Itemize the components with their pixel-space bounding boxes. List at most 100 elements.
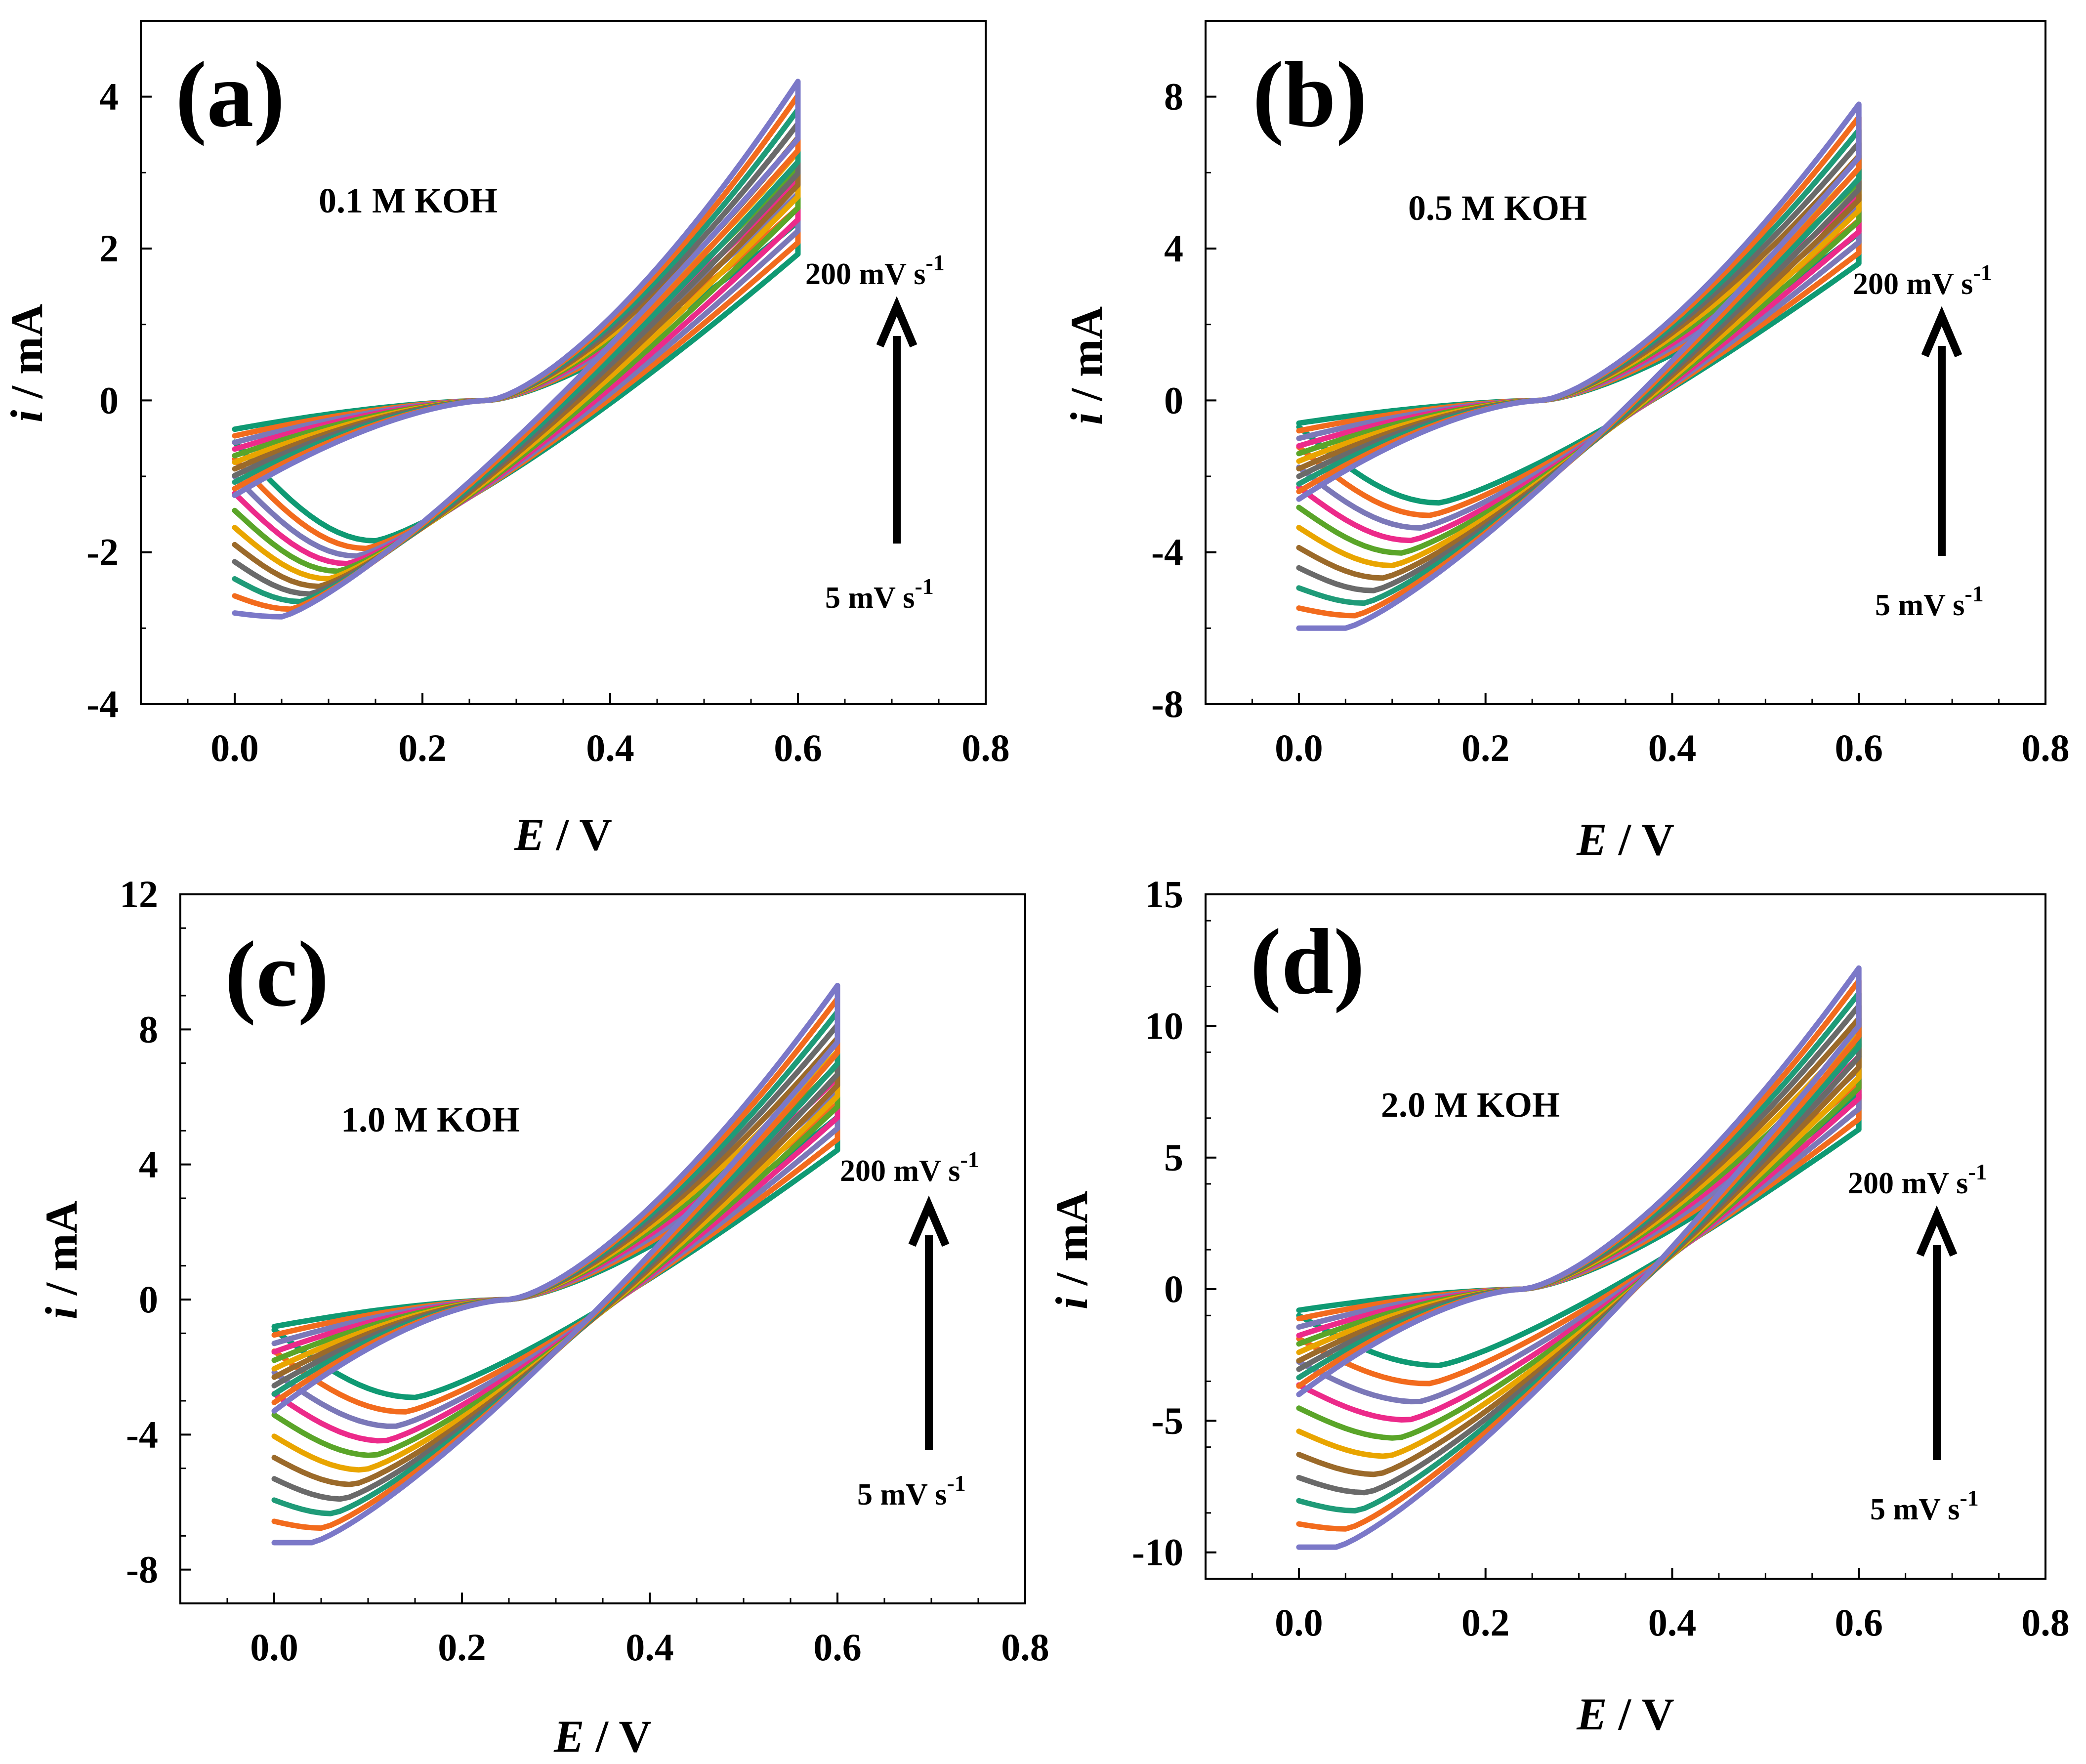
x-tick-label: 0.6 [1835, 726, 1883, 769]
scan-rate-arrow-head [1921, 306, 1962, 358]
panel-d: 0.0 0.2 0.4 0.6 0.8 -10 -5 0 5 10 15 E / V i / mA (d)… [1046, 873, 2070, 1739]
y-axis-title: i / mA [1, 304, 52, 422]
x-tick-label: 0.2 [1461, 726, 1510, 769]
y-tick-label: 10 [1145, 1004, 1183, 1047]
scan-rate-high-exp: -1 [925, 250, 944, 275]
scan-rate-high: 200 mV s-1 [1853, 260, 1992, 301]
scan-rate-high-text: 200 mV s [840, 1154, 960, 1188]
y-tick-label: -5 [1151, 1399, 1183, 1442]
scan-rate-high: 200 mV s-1 [840, 1147, 979, 1188]
scan-rate-low-exp: -1 [947, 1470, 965, 1496]
cv-curve-10 [271, 996, 840, 1531]
scan-rate-high-exp: -1 [1973, 260, 1992, 285]
scan-rate-low-text: 5 mV s [857, 1478, 947, 1512]
y-tick-label: 0 [1164, 1267, 1183, 1310]
x-tick-label: 0.6 [813, 1626, 862, 1669]
x-axis-title: E / V [1576, 814, 1674, 865]
panel-letter: (c) [225, 923, 329, 1026]
y-tick-label: 4 [1164, 227, 1183, 270]
x-axis-title: E / V [514, 809, 612, 860]
x-axis-unit: / V [1607, 1689, 1674, 1739]
x-axis-title: E / V [1576, 1689, 1674, 1739]
x-axis-unit: / V [545, 809, 612, 860]
y-tick-label: -4 [1151, 531, 1183, 574]
y-axis-symbol: i [1046, 1297, 1097, 1309]
scan-rate-low: 5 mV s-1 [857, 1470, 966, 1512]
y-axis-symbol: i [36, 1306, 86, 1319]
x-axis-title: E / V [553, 1711, 652, 1762]
x-tick-label: 0.0 [250, 1626, 298, 1669]
y-axis-symbol: i [1, 410, 52, 422]
y-axis-symbol: i [1061, 412, 1112, 425]
x-tick-label: 0.0 [1275, 1601, 1323, 1644]
x-tick-label: 0.4 [586, 726, 634, 769]
cv-curve-11 [1296, 965, 1862, 1550]
panel-letter: (d) [1250, 910, 1365, 1014]
y-axis-title: i / mA [1061, 306, 1112, 425]
scan-rate-high-exp: -1 [1968, 1159, 1987, 1184]
x-axis-symbol: E [553, 1711, 584, 1762]
x-tick-label: 0.2 [438, 1626, 486, 1669]
scan-rate-high: 200 mV s-1 [1848, 1159, 1987, 1200]
x-axis-symbol: E [514, 809, 544, 860]
x-tick-label: 0.2 [398, 726, 447, 769]
scan-rate-high-exp: -1 [960, 1147, 979, 1172]
y-tick-label: 5 [1164, 1136, 1183, 1179]
x-tick-label: 0.8 [1001, 1626, 1049, 1669]
y-tick-label: 8 [139, 1008, 158, 1050]
scan-rate-low: 5 mV s-1 [1875, 581, 1984, 622]
panel-letter: (a) [175, 43, 285, 147]
y-tick-label: -10 [1132, 1531, 1183, 1574]
electrolyte-label: 1.0 M KOH [341, 1100, 520, 1139]
electrolyte-label: 2.0 M KOH [1381, 1085, 1560, 1125]
electrolyte-label: 0.5 M KOH [1408, 188, 1587, 228]
scan-rate-low: 5 mV s-1 [825, 574, 934, 615]
x-tick-label: 0.6 [774, 726, 822, 769]
cv-curve-9 [1296, 990, 1862, 1513]
panel-a: 0.0 0.2 0.4 0.6 0.8 -4 -2 0 2 4 E / V i / mA (a) 0.1 … [1, 20, 1010, 860]
x-axis-symbol: E [1576, 814, 1607, 865]
y-tick-label: 8 [1164, 75, 1183, 118]
y-tick-label: 15 [1145, 873, 1183, 916]
y-tick-label: 12 [120, 873, 158, 916]
y-tick-label: -8 [126, 1548, 158, 1591]
x-tick-label: 0.4 [626, 1626, 674, 1669]
cv-curve-3 [232, 191, 801, 559]
x-tick-label: 0.2 [1461, 1601, 1510, 1644]
x-tick-label: 0.0 [210, 726, 259, 769]
panel-b: 0.0 0.2 0.4 0.6 0.8 -8 -4 0 4 8 E / V i / mA (b) 0.5 … [1061, 20, 2070, 865]
x-tick-label: 0.8 [2021, 726, 2070, 769]
y-tick-label: 0 [139, 1278, 158, 1321]
panel-letter: (b) [1252, 43, 1367, 147]
electrolyte-label: 0.1 M KOH [319, 181, 498, 220]
scan-rate-high-text: 200 mV s [1848, 1167, 1968, 1200]
y-tick-label: 0 [99, 378, 119, 421]
x-axis-unit: / V [584, 1711, 652, 1762]
x-tick-label: 0.8 [961, 726, 1010, 769]
scan-rate-low-exp: -1 [1960, 1485, 1978, 1511]
y-axis-unit: / mA [36, 1201, 86, 1307]
scan-rate-high-text: 200 mV s [805, 257, 925, 291]
x-axis-unit: / V [1607, 814, 1674, 865]
scan-rate-low-text: 5 mV s [1875, 588, 1964, 622]
y-tick-label: 0 [1164, 378, 1183, 421]
y-tick-label: 4 [99, 75, 119, 118]
scan-rate-low-text: 5 mV s [825, 581, 915, 615]
scan-rate-arrow-head [1916, 1205, 1958, 1257]
scan-rate-low-exp: -1 [915, 574, 933, 599]
scan-rate-low-text: 5 mV s [1870, 1493, 1960, 1526]
cv-curve-11 [232, 79, 801, 620]
x-tick-label: 0.4 [1648, 726, 1697, 769]
y-axis-title: i / mA [36, 1201, 86, 1319]
y-tick-label: 4 [139, 1143, 158, 1186]
y-tick-label: -4 [86, 682, 119, 725]
scan-rate-arrow-head [908, 1195, 950, 1247]
x-tick-label: 0.4 [1648, 1601, 1697, 1644]
panel-c: 0.0 0.2 0.4 0.6 0.8 -8 -4 0 4 8 12 E / V i / mA (c) 1.… [36, 873, 1049, 1762]
y-axis-unit: / mA [1, 304, 52, 410]
cv-curve-10 [1296, 978, 1862, 1532]
x-tick-label: 0.6 [1835, 1601, 1883, 1644]
cv-curve-11 [1296, 101, 1862, 631]
scan-rate-high-text: 200 mV s [1853, 267, 1973, 301]
